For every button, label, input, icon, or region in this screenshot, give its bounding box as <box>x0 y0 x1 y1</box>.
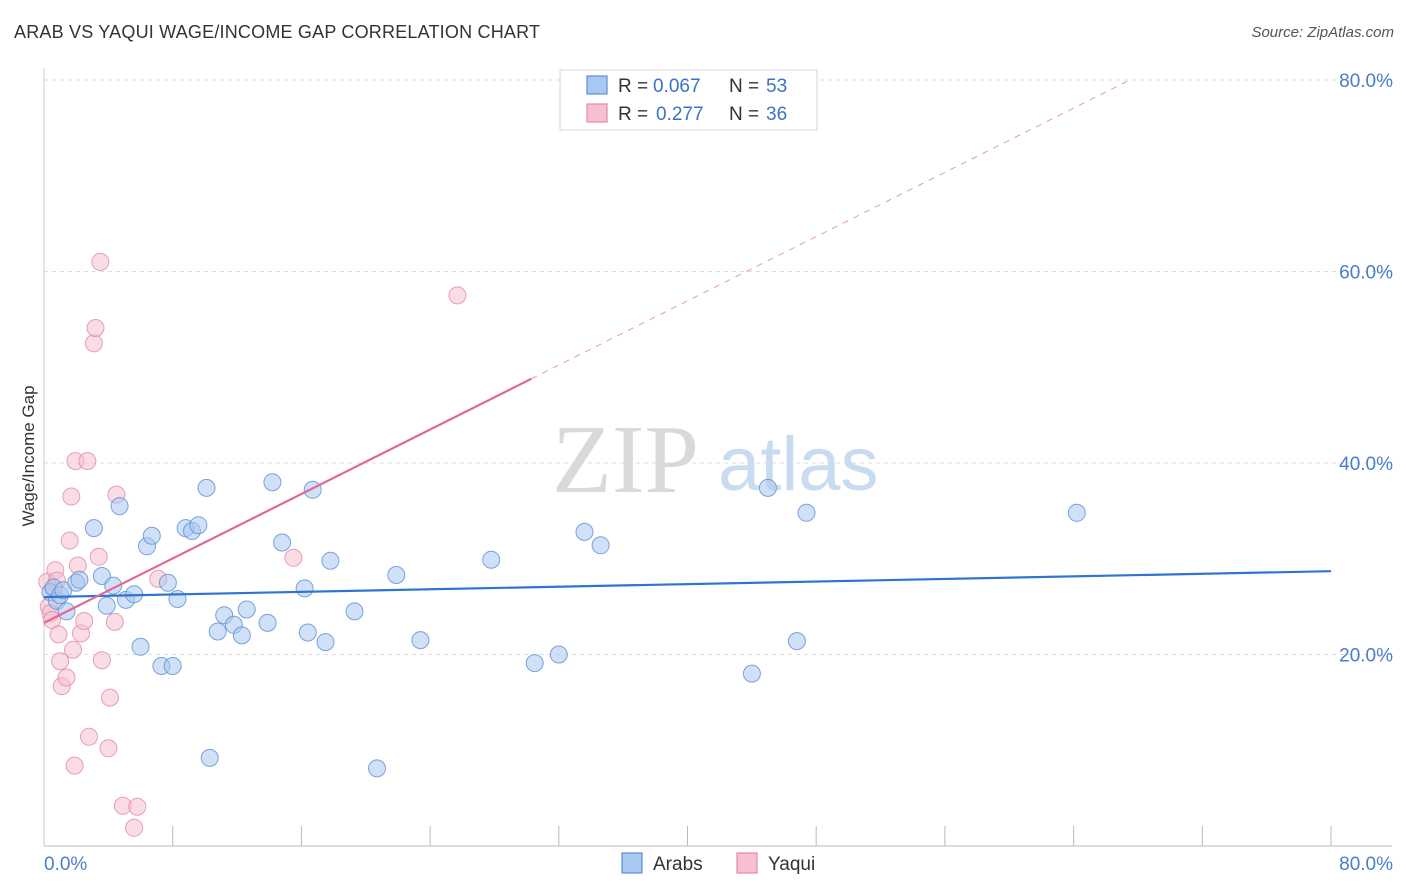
arabs-point <box>316 633 335 652</box>
arabs-point <box>368 759 386 778</box>
yaqui-trend-extension <box>531 79 1131 380</box>
data-points <box>38 252 1086 837</box>
arabs-point <box>758 478 777 497</box>
legend: Arabs Yaqui <box>621 852 815 875</box>
stats-arabs-n-label: N = <box>729 76 759 97</box>
yaqui-point <box>128 797 147 816</box>
stats-yaqui-n-label: N = <box>729 104 759 125</box>
arabs-point <box>163 657 182 675</box>
arabs-point <box>525 654 544 673</box>
arabs-point <box>575 522 594 541</box>
legend-yaqui-swatch <box>736 852 758 874</box>
arabs-point <box>110 497 129 516</box>
y-axis-label: Wage/Income Gap <box>19 385 38 526</box>
yaqui-point <box>99 739 118 758</box>
stats-yaqui-n-value: 36 <box>766 104 787 125</box>
arabs-point <box>1067 503 1086 522</box>
legend-arabs-label: Arabs <box>653 854 703 875</box>
arabs-point <box>158 573 177 592</box>
yaqui-point <box>78 452 97 471</box>
arabs-point <box>200 748 219 767</box>
arabs-point <box>411 631 430 650</box>
yaqui-point <box>448 286 467 305</box>
yaqui-point <box>65 756 84 775</box>
x-axis-ticks <box>172 826 1332 846</box>
arabs-point <box>70 570 89 589</box>
yaqui-point <box>80 727 98 746</box>
arabs-point <box>237 600 256 619</box>
yaqui-point <box>62 487 81 506</box>
arabs-point <box>197 478 216 497</box>
yaqui-point <box>64 640 82 659</box>
x-tick-label-min: 0.0% <box>44 854 87 875</box>
y-tick-label-60: 60.0% <box>1339 263 1393 284</box>
x-tick-label-max: 80.0% <box>1339 854 1393 875</box>
arabs-point <box>142 526 161 545</box>
y-tick-label-40: 40.0% <box>1339 454 1393 475</box>
arabs-point <box>345 602 364 621</box>
yaqui-point <box>51 652 70 671</box>
stats-arabs-r-label: R = <box>618 76 648 97</box>
yaqui-point <box>86 319 105 337</box>
stats-yaqui-r-label: R = <box>618 104 648 125</box>
arabs-point <box>84 519 103 538</box>
y-tick-label-80: 80.0% <box>1339 71 1393 92</box>
yaqui-point <box>84 334 103 353</box>
yaqui-point <box>60 531 79 550</box>
arabs-point <box>387 566 406 584</box>
source-credit: Source: ZipAtlas.com <box>1251 24 1394 41</box>
yaqui-point <box>49 625 68 644</box>
stats-arabs-r-value: 0.067 <box>653 76 701 97</box>
yaqui-point <box>101 688 119 707</box>
legend-arabs-swatch <box>621 852 643 874</box>
arabs-point <box>549 645 568 664</box>
arabs-point <box>787 632 806 651</box>
yaqui-point <box>284 548 303 567</box>
watermark-atlas: atlas <box>718 422 879 507</box>
arabs-point <box>303 480 322 499</box>
arabs-trend-line <box>43 570 1332 599</box>
arabs-point <box>258 613 277 632</box>
arabs-point <box>232 626 251 645</box>
yaqui-point <box>125 818 144 837</box>
trend-lines <box>43 79 1332 624</box>
arabs-point <box>131 637 150 656</box>
yaqui-point <box>92 651 111 670</box>
stats-arabs-n-value: 53 <box>766 76 787 97</box>
yaqui-point <box>91 252 110 271</box>
arabs-point <box>797 503 816 522</box>
stats-yaqui-swatch <box>586 103 608 123</box>
arabs-point <box>208 622 227 641</box>
yaqui-point <box>105 612 124 631</box>
arabs-point <box>742 664 761 683</box>
yaqui-point <box>57 668 76 687</box>
arabs-point <box>298 623 317 642</box>
arabs-point <box>263 473 282 492</box>
watermark-zip: ZIP <box>552 406 699 514</box>
arabs-point <box>168 590 187 608</box>
yaqui-point <box>75 612 94 630</box>
yaqui-trend-line <box>43 377 532 624</box>
chart-title: ARAB VS YAQUI WAGE/INCOME GAP CORRELATIO… <box>14 22 541 42</box>
arabs-point <box>189 516 208 535</box>
arabs-point <box>482 550 501 569</box>
yaqui-point <box>89 547 108 566</box>
stats-box: R = 0.067 N = 53 R = 0.277 N = 36 <box>559 69 818 131</box>
arabs-point <box>295 579 314 598</box>
legend-yaqui-label: Yaqui <box>768 854 815 875</box>
arabs-point <box>273 533 292 552</box>
arabs-point <box>591 536 610 555</box>
arabs-point <box>97 596 116 615</box>
stats-yaqui-r-value: 0.277 <box>656 104 704 125</box>
y-tick-label-20: 20.0% <box>1339 646 1393 667</box>
stats-arabs-swatch <box>586 75 608 95</box>
arabs-point <box>321 551 340 570</box>
gridlines <box>44 79 1392 655</box>
